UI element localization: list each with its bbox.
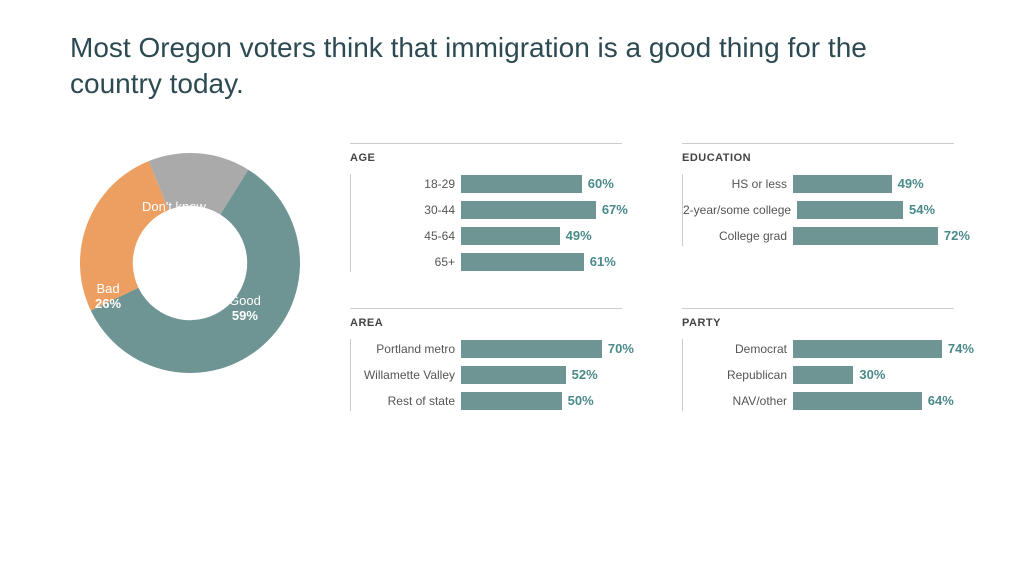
bar-fill	[793, 392, 922, 410]
panel-title: AREA	[350, 317, 622, 329]
bar-row: 18-29 60%	[351, 174, 622, 194]
panel-title: EDUCATION	[682, 152, 954, 164]
donut-slice-name: Bad	[95, 281, 121, 297]
bar-fill	[797, 201, 903, 219]
panel-age: AGE18-2960%30-4467%45-6449%65+61%	[350, 143, 622, 278]
bar-track: 61%	[461, 253, 622, 271]
bar-group: Democrat74%Republican30%NAV/other64%	[682, 339, 954, 411]
bar-label: 30-44	[351, 203, 461, 217]
bar-label: 2-year/some college	[683, 203, 797, 217]
bar-value: 67%	[602, 201, 628, 219]
bar-label: 65+	[351, 255, 461, 269]
bar-fill	[461, 392, 562, 410]
bar-row: 30-4467%	[351, 200, 622, 220]
bar-track: 52%	[461, 366, 622, 384]
bar-row: Republican 30%	[683, 365, 954, 385]
bar-value: 61%	[590, 253, 616, 271]
bar-label: 45-64	[351, 229, 461, 243]
donut-slice-bad	[80, 161, 169, 311]
panel-party: PARTYDemocrat74%Republican30%NAV/other64…	[682, 308, 954, 417]
bar-group: 18-2960%30-4467%45-6449%65+61%	[350, 174, 622, 272]
bar-row: College grad72%	[683, 226, 954, 246]
bar-value: 70%	[608, 340, 634, 358]
bar-track: 60%	[461, 175, 622, 193]
bar-track: 74%	[793, 340, 954, 358]
bar-track: 49%	[793, 175, 954, 193]
bar-value: 54%	[909, 201, 935, 219]
bar-label: HS or less	[683, 177, 793, 191]
bar-value: 49%	[898, 175, 924, 193]
panel-title: PARTY	[682, 317, 954, 329]
bar-track: 64%	[793, 392, 954, 410]
bar-fill	[461, 175, 582, 193]
bar-track: 72%	[793, 227, 954, 245]
bar-value: 64%	[928, 392, 954, 410]
panel-title: AGE	[350, 152, 622, 164]
bar-track: 54%	[797, 201, 954, 219]
bar-fill	[793, 366, 853, 384]
donut-label-good: Good59%	[229, 293, 261, 324]
bar-fill	[461, 227, 560, 245]
donut-label-bad: Bad26%	[95, 281, 121, 312]
bar-fill	[461, 253, 584, 271]
bar-label: NAV/other	[683, 394, 793, 408]
donut-chart: Good59% Bad26% Don't know15%	[70, 143, 310, 383]
page-title: Most Oregon voters think that immigratio…	[70, 30, 920, 103]
panel-area: AREAPortland metro70%Willamette Valley52…	[350, 308, 622, 417]
content-area: Good59% Bad26% Don't know15% AGE 18-29 60% 30…	[70, 143, 954, 417]
bar-value: 52%	[572, 366, 598, 384]
bar-row: 2-year/some college 54%	[683, 200, 954, 220]
bar-row: Rest of state 50%	[351, 391, 622, 411]
bar-value: 74%	[948, 340, 974, 358]
bar-panels-grid: AGE18-2960%30-4467%45-6449%65+61%EDUCATI…	[350, 143, 954, 417]
bar-fill	[461, 340, 602, 358]
panel-education: EDUCATION HS or less 49% 2-year/some colleg…	[682, 143, 954, 278]
bar-label: Portland metro	[351, 342, 461, 356]
bar-value: 72%	[944, 227, 970, 245]
bar-fill	[793, 340, 942, 358]
bar-value: 60%	[588, 175, 614, 193]
donut-label-don-t-know: Don't know15%	[142, 199, 206, 230]
bar-value: 50%	[568, 392, 594, 410]
bar-label: Republican	[683, 368, 793, 382]
donut-slice-name: Good	[229, 293, 261, 309]
bar-row: Willamette Valley 52%	[351, 365, 622, 385]
bar-value: 49%	[566, 227, 592, 245]
donut-slice-name: Don't know	[142, 199, 206, 215]
donut-slice-value: 26%	[95, 296, 121, 312]
bar-track: 67%	[461, 201, 622, 219]
bar-value: 30%	[859, 366, 885, 384]
bar-track: 70%	[461, 340, 622, 358]
bar-label: 18-29	[351, 177, 461, 191]
bar-fill	[793, 227, 938, 245]
bar-label: Rest of state	[351, 394, 461, 408]
bar-track: 49%	[461, 227, 622, 245]
donut-slice-value: 59%	[229, 308, 261, 324]
bar-row: HS or less 49%	[683, 174, 954, 194]
bar-label: College grad	[683, 229, 793, 243]
bar-track: 30%	[793, 366, 954, 384]
bar-fill	[461, 201, 596, 219]
bar-fill	[461, 366, 566, 384]
bar-fill	[793, 175, 892, 193]
bar-label: Democrat	[683, 342, 793, 356]
bar-row: 65+ 61%	[351, 252, 622, 272]
bar-row: 45-64 49%	[351, 226, 622, 246]
bar-row: Portland metro70%	[351, 339, 622, 359]
bar-label: Willamette Valley	[351, 368, 461, 382]
bar-group: Portland metro70%Willamette Valley52%Res…	[350, 339, 622, 411]
donut-slice-value: 15%	[142, 214, 206, 230]
bar-group: HS or less 49% 2-year/some college 54% Colle…	[682, 174, 954, 246]
bar-row: Democrat74%	[683, 339, 954, 359]
bar-row: NAV/other 64%	[683, 391, 954, 411]
bar-track: 50%	[461, 392, 622, 410]
